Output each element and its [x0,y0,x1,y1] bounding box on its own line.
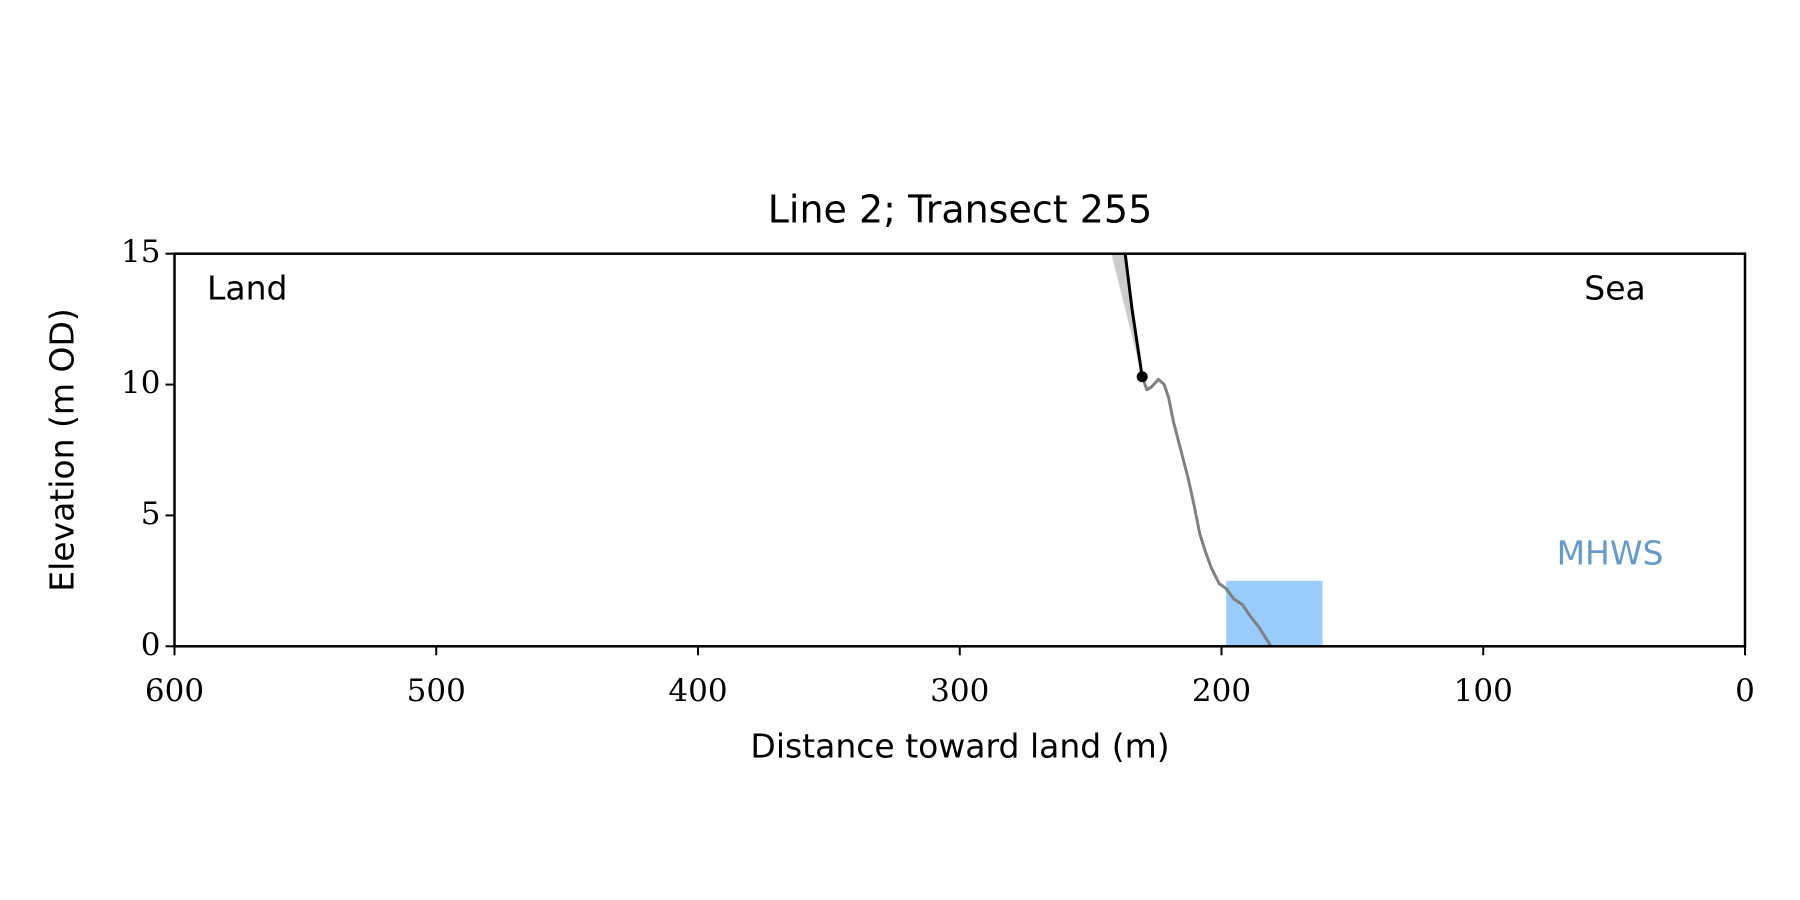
annotation: Land [207,269,287,308]
y-tick-label: 10 [121,365,160,401]
profile-line [1123,253,1144,377]
x-tick-label: 400 [668,673,727,709]
chart-title: Line 2; Transect 255 [768,188,1153,232]
profile-line [1140,376,1273,647]
annotation: Sea [1584,269,1645,308]
y-axis-label: Elevation (m OD) [43,308,82,592]
x-tick-label: 600 [145,673,204,709]
y-tick-label: 5 [141,496,161,532]
area [1111,253,1143,377]
annotation: MHWS [1557,534,1664,573]
x-tick-label: 500 [407,673,466,709]
x-tick-label: 200 [1192,673,1251,709]
x-axis-label: Distance toward land (m) [750,727,1169,766]
x-tick-label: 300 [930,673,989,709]
marker [1136,371,1148,383]
area [1226,580,1323,647]
y-tick-label: 0 [141,627,161,663]
y-tick-label: 15 [121,234,160,270]
x-tick-label: 100 [1454,673,1513,709]
x-tick-label: 0 [1735,673,1755,709]
